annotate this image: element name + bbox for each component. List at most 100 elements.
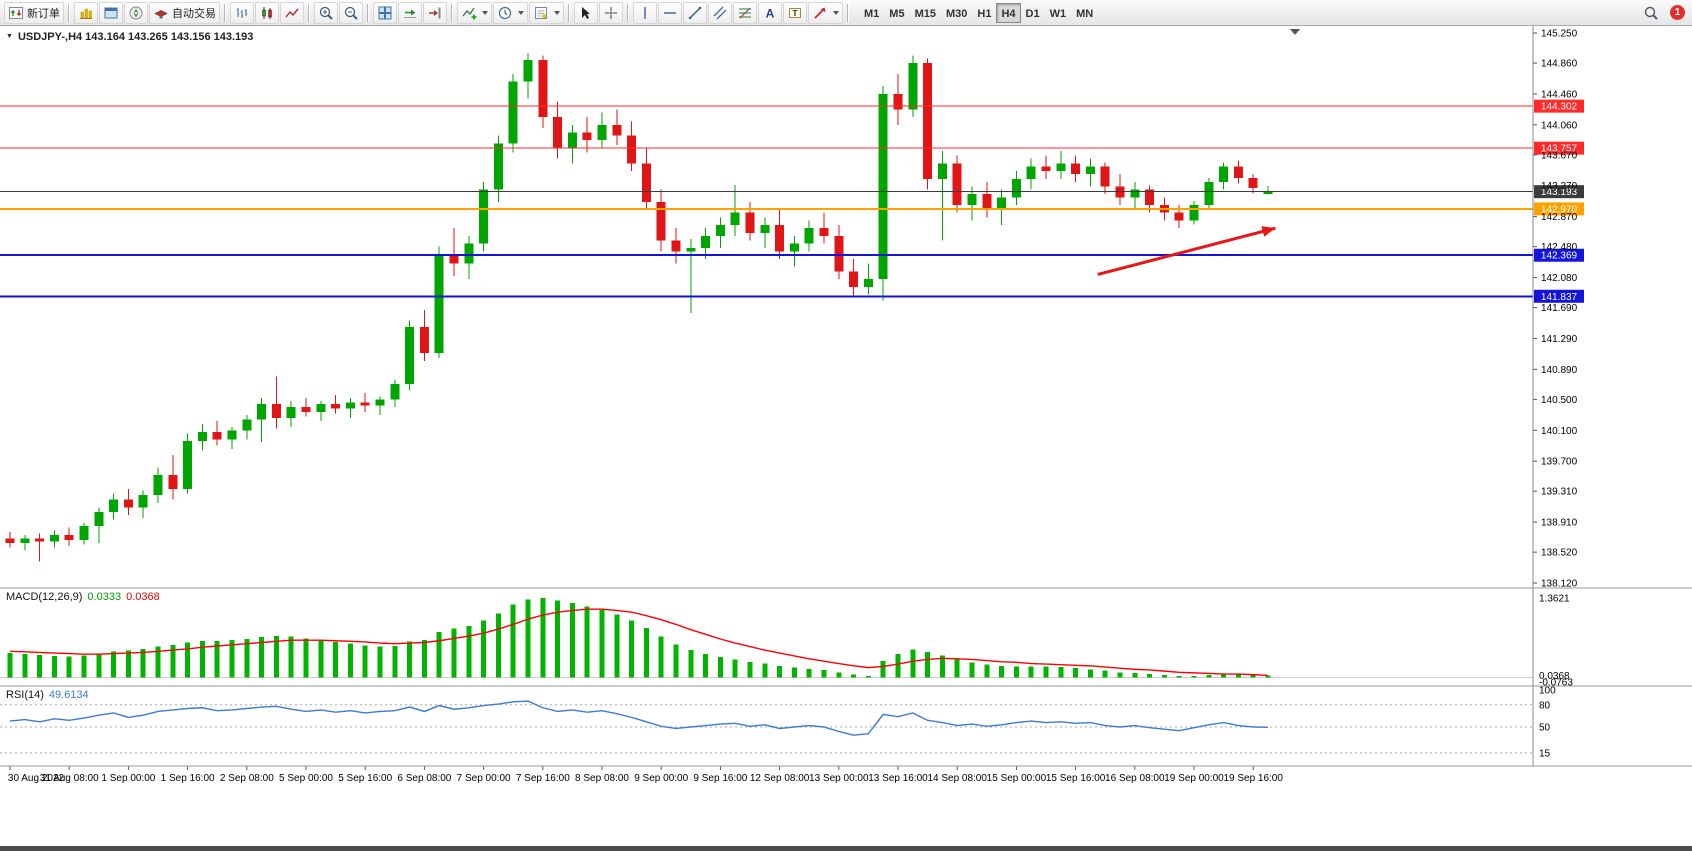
candle-body bbox=[1071, 163, 1081, 175]
new-order-button[interactable]: 新订单 bbox=[4, 1, 64, 24]
tile-windows-button[interactable] bbox=[373, 1, 397, 24]
price-lines-layer[interactable] bbox=[0, 105, 1533, 298]
macd-bar bbox=[1117, 672, 1123, 678]
auto-trading-icon bbox=[154, 9, 168, 18]
timeframe-button-mn[interactable]: MN bbox=[1076, 7, 1094, 20]
search-button[interactable] bbox=[1639, 2, 1663, 24]
candle-body bbox=[730, 212, 740, 226]
candle-body bbox=[35, 538, 45, 542]
zoom-in-icon bbox=[319, 6, 333, 20]
macd-bar bbox=[481, 620, 487, 678]
horizontal-line-button[interactable] bbox=[658, 1, 682, 24]
macd-bar bbox=[436, 631, 442, 678]
trendline-button[interactable] bbox=[683, 1, 707, 24]
chart-shift-button[interactable] bbox=[423, 1, 447, 24]
timeframe-button-m15[interactable]: M15 bbox=[914, 7, 936, 20]
candlestick-chart-button[interactable] bbox=[255, 1, 279, 24]
macd-bar bbox=[421, 640, 427, 678]
symbol-dropdown-icon[interactable]: ▼ bbox=[6, 33, 13, 40]
auto-scroll-button[interactable] bbox=[398, 1, 422, 24]
zoom-out-button[interactable] bbox=[339, 1, 363, 24]
candle-body bbox=[227, 430, 237, 440]
macd-bar bbox=[66, 656, 72, 678]
price-tag-text: 142.970 bbox=[1541, 204, 1578, 215]
macd-bar bbox=[569, 602, 575, 678]
candlestick-icon bbox=[262, 6, 272, 19]
vertical-line-button[interactable] bbox=[633, 1, 657, 24]
templates-button[interactable] bbox=[529, 1, 564, 24]
bar-chart-button[interactable] bbox=[230, 1, 254, 24]
candle-body bbox=[967, 194, 977, 206]
fibonacci-button[interactable] bbox=[733, 1, 757, 24]
notification-badge[interactable]: 1 bbox=[1670, 5, 1685, 20]
macd-scale-label: 0.0368 bbox=[1539, 671, 1570, 682]
candle-body bbox=[567, 132, 577, 148]
candle-body bbox=[597, 124, 607, 141]
trend-arrow-line[interactable] bbox=[1097, 226, 1276, 276]
timeframe-button-d1[interactable]: D1 bbox=[1025, 7, 1040, 20]
price-axis[interactable]: 144.302 143.757 143.193 142.970 142.369 141.8… bbox=[1532, 26, 1584, 766]
arrow-annotation[interactable] bbox=[1097, 226, 1276, 276]
indicators-button[interactable] bbox=[457, 1, 492, 24]
trend-arrow-head bbox=[1261, 226, 1276, 237]
macd-bar bbox=[347, 643, 353, 678]
timeframe-button-m5[interactable]: M5 bbox=[889, 7, 905, 20]
macd-bar bbox=[1058, 667, 1064, 678]
navigator-button[interactable] bbox=[124, 1, 148, 24]
dropdown-caret-icon bbox=[554, 10, 560, 15]
cursor-button[interactable] bbox=[574, 1, 598, 24]
candle-body bbox=[64, 535, 74, 540]
chart-shift-marker bbox=[1290, 29, 1300, 35]
candles-layer bbox=[5, 29, 1300, 562]
rsi-panel bbox=[0, 700, 1533, 754]
candle-body bbox=[1233, 166, 1243, 179]
candle-body bbox=[701, 235, 711, 249]
text-label-button[interactable]: T bbox=[783, 1, 807, 24]
zoom-in-button[interactable] bbox=[314, 1, 338, 24]
timeframe-button-h4[interactable]: H4 bbox=[996, 2, 1021, 23]
candle-body bbox=[627, 135, 637, 164]
timeframe-button-w1[interactable]: W1 bbox=[1049, 7, 1067, 20]
arrows-button[interactable] bbox=[808, 1, 843, 24]
market-watch-button[interactable] bbox=[74, 1, 98, 24]
candle-body bbox=[1219, 166, 1229, 182]
rsi-scale-label: 100 bbox=[1539, 686, 1556, 697]
timeframe-button-m30[interactable]: M30 bbox=[945, 7, 968, 20]
candle-body bbox=[183, 441, 193, 489]
macd-bar bbox=[717, 657, 723, 678]
candle-body bbox=[1130, 189, 1140, 198]
price-axis-label: 144.060 bbox=[1541, 120, 1578, 131]
channel-button[interactable] bbox=[708, 1, 732, 24]
clock-icon bbox=[498, 6, 512, 19]
price-axis-label: 138.120 bbox=[1541, 579, 1578, 590]
auto-trading-button[interactable]: 自动交易 bbox=[149, 1, 220, 24]
chart-title: ▼ USDJPY-,H4 143.164 143.265 143.156 143.… bbox=[6, 31, 253, 43]
candle-body bbox=[345, 402, 355, 409]
macd-bar bbox=[125, 650, 131, 678]
macd-bar bbox=[111, 651, 117, 678]
macd-bar bbox=[273, 636, 279, 678]
line-chart-button[interactable] bbox=[280, 1, 304, 24]
price-tag-text: 144.302 bbox=[1541, 102, 1578, 113]
candle-body bbox=[197, 431, 207, 442]
macd-bar bbox=[362, 645, 368, 678]
candle-body bbox=[123, 499, 133, 508]
candle-body bbox=[804, 228, 814, 244]
price-axis-label: 143.270 bbox=[1541, 181, 1578, 192]
macd-bar bbox=[910, 649, 916, 678]
crosshair-button[interactable] bbox=[599, 1, 623, 24]
rsi-scale-label: 50 bbox=[1539, 723, 1551, 734]
toolbar-right-group: 1 bbox=[1639, 2, 1688, 24]
rsi-panel-label: RSI(14) 49.6134 bbox=[6, 689, 89, 701]
candle-body bbox=[79, 525, 89, 540]
macd-panel-label: MACD(12,26,9) 0.0333 0.0368 bbox=[6, 591, 160, 603]
chart-canvas[interactable]: 144.302 143.757 143.193 142.970 142.369 141.8… bbox=[0, 26, 1692, 851]
data-window-button[interactable] bbox=[99, 1, 123, 24]
text-button[interactable]: A bbox=[758, 1, 782, 24]
time-axis-label: 5 Sep 00:00 bbox=[279, 773, 333, 784]
periods-button[interactable] bbox=[493, 1, 528, 24]
timeframe-button-m1[interactable]: M1 bbox=[864, 7, 880, 20]
timeframe-button-h1[interactable]: H1 bbox=[977, 7, 992, 20]
macd-bar bbox=[925, 651, 931, 678]
